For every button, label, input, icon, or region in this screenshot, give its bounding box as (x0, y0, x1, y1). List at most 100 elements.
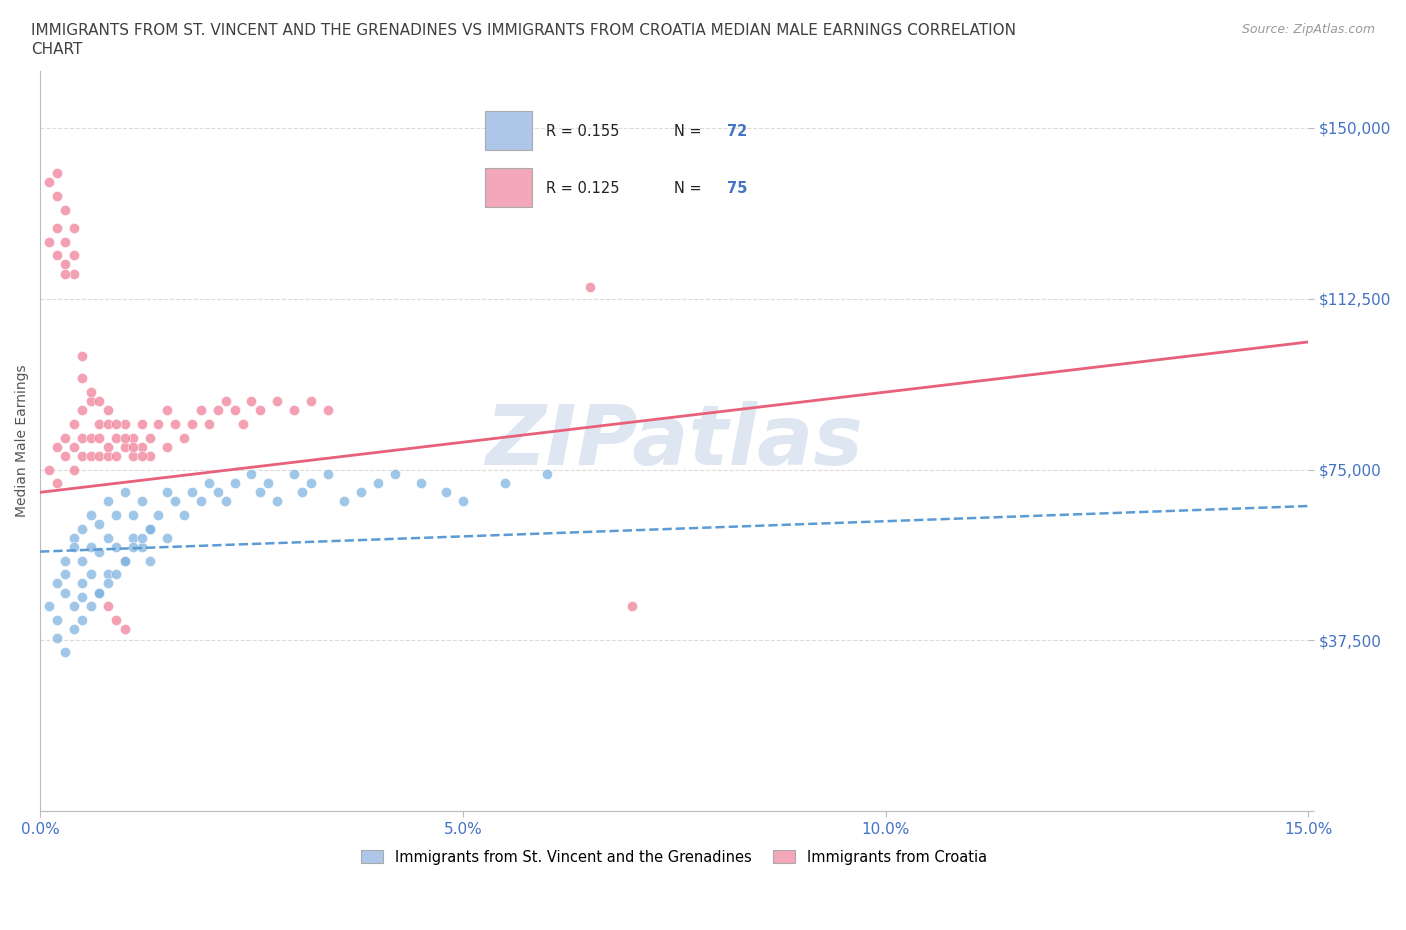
Point (122, 508, 145, 523)
Point (55, 448, 77, 463)
Point (207, 485, 229, 499)
Point (97, 599, 120, 614)
Point (89, 517, 111, 532)
Point (190, 403, 212, 418)
Point (63, 621, 86, 636)
Point (283, 467, 305, 482)
Point (46, 476, 69, 491)
Point (131, 448, 153, 463)
Point (232, 417, 254, 432)
Point (63, 530, 86, 545)
Point (316, 403, 339, 418)
Point (181, 417, 204, 432)
Point (165, 417, 187, 432)
Point (72, 522, 94, 537)
Point (105, 417, 128, 432)
Point (139, 553, 162, 568)
Point (190, 494, 212, 509)
Point (198, 476, 221, 491)
Point (63, 599, 86, 614)
Point (139, 522, 162, 537)
Point (249, 485, 271, 499)
Point (207, 403, 229, 418)
Point (55, 266, 77, 281)
Point (72, 431, 94, 445)
Point (114, 553, 136, 568)
Point (105, 613, 128, 628)
Point (384, 467, 406, 482)
Point (105, 431, 128, 445)
Point (46, 189, 69, 204)
Point (122, 431, 145, 445)
Point (122, 539, 145, 554)
Text: ZIPatlas: ZIPatlas (485, 401, 863, 482)
Point (224, 403, 246, 418)
Point (55, 567, 77, 582)
Point (114, 417, 136, 432)
Point (114, 621, 136, 636)
Point (80, 567, 103, 582)
Point (72, 576, 94, 591)
Point (434, 485, 457, 499)
Point (89, 585, 111, 600)
Point (316, 467, 339, 482)
Point (55, 431, 77, 445)
Point (114, 553, 136, 568)
Point (131, 494, 153, 509)
Point (105, 567, 128, 582)
Point (72, 403, 94, 418)
Point (97, 494, 120, 509)
Point (105, 539, 128, 554)
Point (156, 439, 179, 454)
Point (46, 613, 69, 628)
Point (63, 439, 86, 454)
Point (89, 448, 111, 463)
Point (299, 476, 322, 491)
Point (299, 393, 322, 408)
Point (72, 553, 94, 568)
Point (46, 576, 69, 591)
Point (148, 417, 170, 432)
Point (80, 431, 103, 445)
Point (38, 599, 60, 614)
Point (97, 439, 120, 454)
Point (105, 448, 128, 463)
Text: IMMIGRANTS FROM ST. VINCENT AND THE GRENADINES VS IMMIGRANTS FROM CROATIA MEDIAN: IMMIGRANTS FROM ST. VINCENT AND THE GREN… (31, 23, 1017, 38)
Point (536, 467, 558, 482)
Point (63, 417, 86, 432)
Text: Source: ZipAtlas.com: Source: ZipAtlas.com (1241, 23, 1375, 36)
Point (55, 585, 77, 600)
Point (173, 508, 195, 523)
Point (148, 508, 170, 523)
Point (620, 599, 643, 614)
Point (38, 175, 60, 190)
Point (131, 530, 153, 545)
Point (266, 494, 288, 509)
Point (89, 417, 111, 432)
Point (72, 371, 94, 386)
Point (105, 508, 128, 523)
Point (80, 448, 103, 463)
Point (55, 203, 77, 218)
Point (97, 530, 120, 545)
Point (97, 448, 120, 463)
Point (156, 485, 179, 499)
Point (578, 280, 600, 295)
Point (224, 476, 246, 491)
Point (165, 494, 187, 509)
Point (63, 462, 86, 477)
Point (139, 522, 162, 537)
Point (97, 567, 120, 582)
Point (80, 385, 103, 400)
Point (72, 448, 94, 463)
Point (114, 439, 136, 454)
Point (38, 462, 60, 477)
Point (240, 393, 263, 408)
Point (89, 585, 111, 600)
Point (46, 631, 69, 645)
Point (114, 431, 136, 445)
Point (72, 613, 94, 628)
Point (89, 544, 111, 559)
Y-axis label: Median Male Earnings: Median Male Earnings (15, 365, 30, 517)
Point (156, 530, 179, 545)
